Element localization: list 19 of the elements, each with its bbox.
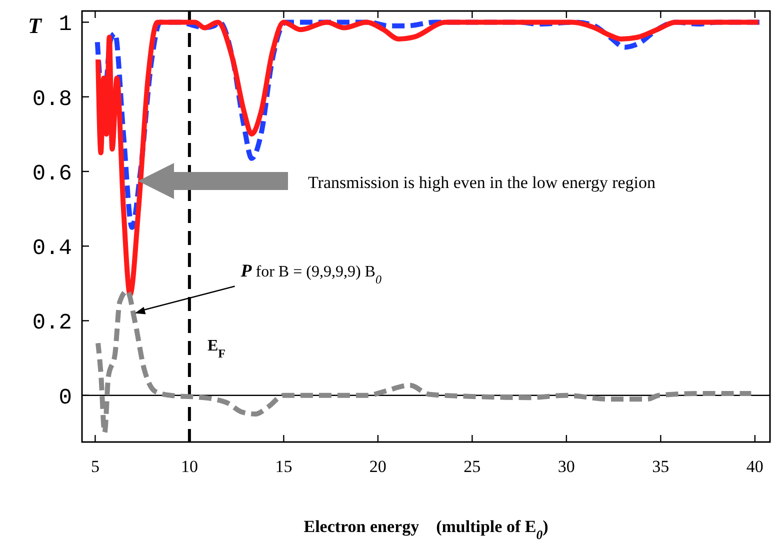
x-axis-title: Electron energy (multiple of E$_{0}$) xyxy=(304,517,548,542)
y-tick-label: 0 xyxy=(58,385,72,410)
x-tick-label: 20 xyxy=(369,457,386,476)
x-tick-label: 40 xyxy=(746,457,764,476)
y-tick-label: 0.2 xyxy=(32,310,72,336)
y-tick-label: 0.4 xyxy=(32,236,72,262)
x-tick-label: 10 xyxy=(180,457,198,476)
y-axis-title: T xyxy=(28,13,43,38)
y-tick-label: 0.8 xyxy=(32,86,72,112)
x-tick-label: 5 xyxy=(90,457,100,476)
annotation: P for B = (9,9,9,9) B$_{0}$ xyxy=(240,260,382,286)
x-tick-label: 30 xyxy=(558,457,575,476)
x-tick-label: 15 xyxy=(275,457,292,476)
ref-line-label: E$_{F}$ xyxy=(207,338,226,361)
x-tick-label: 35 xyxy=(652,457,670,476)
annotation: Transmission is high even in the low energy region xyxy=(308,173,656,192)
y-tick-label: 1 xyxy=(58,12,72,38)
y-tick-label: 0.6 xyxy=(32,161,72,186)
x-tick-label: 25 xyxy=(464,457,481,476)
